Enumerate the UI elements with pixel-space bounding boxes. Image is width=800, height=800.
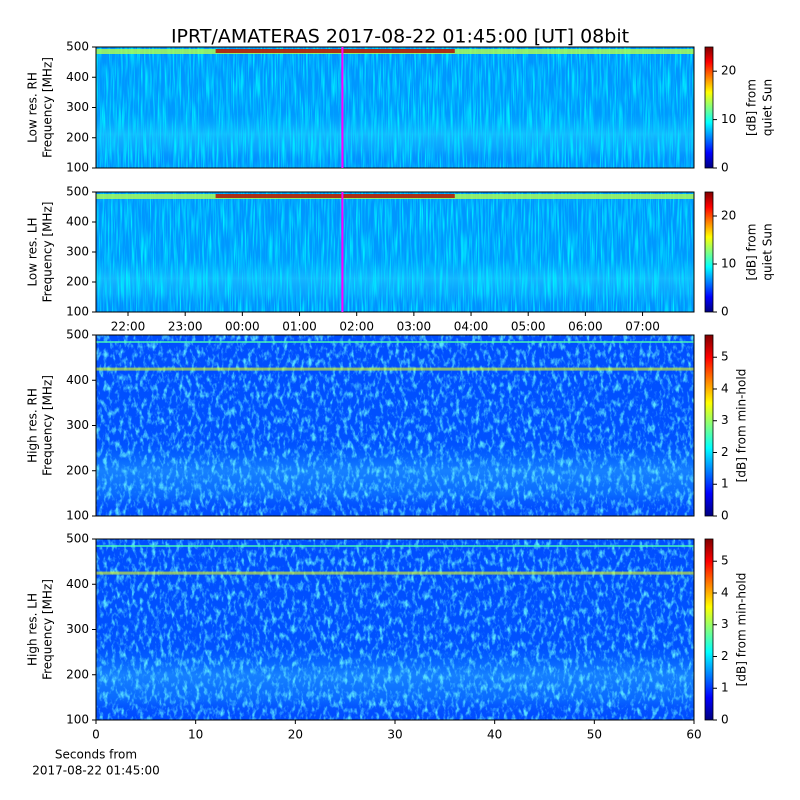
y-tick-label: 300	[66, 100, 89, 114]
colorbar-label: quiet Sun	[761, 79, 775, 136]
colorbar-tick-label: 1	[721, 681, 729, 695]
x-tick-label: 00:00	[225, 320, 260, 334]
y-tick-label: 200	[66, 130, 89, 144]
spectrogram-noise	[96, 539, 694, 720]
colorbar-label: [dB] from min-hold	[735, 573, 749, 687]
y-tick-label: 200	[66, 463, 89, 477]
colorbar-tick-label: 20	[721, 64, 736, 78]
colorbar-tick-label: 4	[721, 381, 729, 395]
colorbar-tick-label: 5	[721, 350, 729, 364]
y-axis-label: Frequency [MHz]	[41, 375, 55, 476]
x-tick-label: 50	[587, 728, 602, 742]
chart-title: IPRT/AMATERAS 2017-08-22 01:45:00 [UT] 0…	[171, 26, 629, 48]
x-tick-label: 0	[92, 728, 100, 742]
y-axis-label: Low res. LH	[26, 217, 40, 286]
y-tick-label: 400	[66, 577, 89, 591]
colorbar-tick-label: 0	[721, 509, 729, 523]
spectrogram-noise	[96, 192, 694, 312]
colorbar-tick-label: 1	[721, 477, 729, 491]
colorbar-tick-label: 3	[721, 617, 729, 631]
spectrogram-top-line	[96, 545, 694, 547]
colorbar-label: [dB] from	[745, 79, 759, 136]
y-tick-label: 400	[66, 373, 89, 387]
colorbar-tick-label: 2	[721, 445, 729, 459]
spectrogram-top-line	[96, 341, 694, 343]
x-tick-label: 01:00	[282, 320, 317, 334]
y-tick-label: 300	[66, 418, 89, 432]
x-tick-label: 30	[387, 728, 402, 742]
y-tick-label: 200	[66, 275, 89, 289]
spectrogram-noise	[96, 47, 694, 168]
y-tick-label: 500	[66, 532, 89, 546]
y-tick-label: 100	[66, 161, 89, 175]
y-axis-label: High res. RH	[26, 388, 40, 463]
colorbar-tick-label: 10	[721, 257, 736, 271]
spectrogram-top-band-hot	[215, 194, 455, 198]
x-axis-label: 2017-08-22 01:45:00	[32, 764, 159, 778]
colorbar-tick-label: 0	[721, 713, 729, 727]
x-tick-label: 06:00	[568, 320, 603, 334]
colorbar	[704, 538, 714, 721]
x-tick-label: 23:00	[168, 320, 203, 334]
colorbar	[704, 191, 714, 313]
x-tick-label: 60	[686, 728, 701, 742]
spectrogram-top-band-hot	[215, 49, 455, 53]
colorbar-tick-label: 5	[721, 554, 729, 568]
x-tick-label: 40	[487, 728, 502, 742]
y-tick-label: 500	[66, 40, 89, 54]
colorbar	[704, 46, 714, 169]
y-axis-label: Frequency [MHz]	[41, 202, 55, 303]
y-tick-label: 400	[66, 215, 89, 229]
y-tick-label: 100	[66, 713, 89, 727]
y-tick-label: 400	[66, 70, 89, 84]
y-tick-label: 500	[66, 185, 89, 199]
colorbar-tick-label: 4	[721, 585, 729, 599]
x-tick-label: 20	[288, 728, 303, 742]
x-tick-label: 22:00	[111, 320, 146, 334]
x-tick-label: 03:00	[397, 320, 432, 334]
y-tick-label: 200	[66, 667, 89, 681]
x-tick-label: 07:00	[625, 320, 660, 334]
y-tick-label: 500	[66, 328, 89, 342]
x-tick-label: 10	[188, 728, 203, 742]
spectrogram-dots	[96, 571, 694, 575]
x-tick-label: 02:00	[339, 320, 374, 334]
y-tick-label: 100	[66, 509, 89, 523]
y-axis-label: Low res. RH	[26, 72, 40, 143]
colorbar-label: [dB] from	[745, 224, 759, 281]
x-tick-label: 05:00	[511, 320, 546, 334]
colorbar-label: quiet Sun	[761, 223, 775, 280]
x-tick-label: 04:00	[454, 320, 489, 334]
colorbar	[704, 334, 714, 517]
y-tick-label: 100	[66, 305, 89, 319]
y-axis-label: High res. LH	[26, 593, 40, 666]
colorbar-tick-label: 2	[721, 649, 729, 663]
colorbar-tick-label: 3	[721, 413, 729, 427]
y-axis-label: Frequency [MHz]	[41, 579, 55, 680]
colorbar-tick-label: 10	[721, 112, 736, 126]
y-axis-label: Frequency [MHz]	[41, 57, 55, 158]
colorbar-label: [dB] from min-hold	[735, 369, 749, 483]
colorbar-tick-label: 20	[721, 209, 736, 223]
x-axis-label: Seconds from	[55, 748, 137, 762]
spectrogram-dots	[96, 367, 694, 371]
spectrogram-noise	[96, 335, 694, 516]
colorbar-tick-label: 0	[721, 305, 729, 319]
y-tick-label: 300	[66, 622, 89, 636]
colorbar-tick-label: 0	[721, 161, 729, 175]
y-tick-label: 300	[66, 245, 89, 259]
